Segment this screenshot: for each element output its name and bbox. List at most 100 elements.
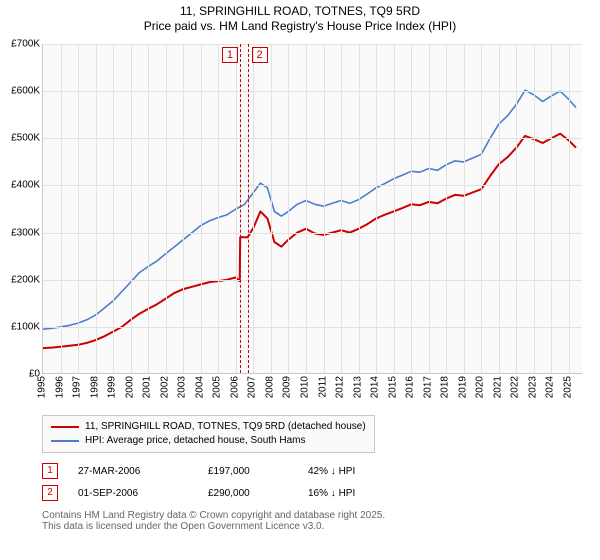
xtick-label: 2006 [229,376,240,398]
annotation-pct-1: 42% ↓ HPI [308,466,378,477]
xtick-label: 2019 [457,376,468,398]
credit-line-2: This data is licensed under the Open Gov… [42,521,385,532]
annotation-pct-2: 16% ↓ HPI [308,488,378,499]
grid-v [183,44,184,373]
grid-v [61,44,62,373]
grid-h [43,185,582,186]
annotation-date-1: 27-MAR-2006 [78,466,188,477]
legend: 11, SPRINGHILL ROAD, TOTNES, TQ9 5RD (de… [42,415,375,453]
xtick-label: 2012 [335,376,346,398]
grid-v [288,44,289,373]
grid-v [394,44,395,373]
grid-v [166,44,167,373]
grid-v [78,44,79,373]
grid-v [569,44,570,373]
annotation-table: 1 27-MAR-2006 £197,000 42% ↓ HPI 2 01-SE… [42,460,378,504]
legend-label-2: HPI: Average price, detached house, Sout… [85,434,306,448]
xtick-label: 2018 [440,376,451,398]
title-block: 11, SPRINGHILL ROAD, TOTNES, TQ9 5RD Pri… [0,0,600,34]
xtick-label: 2021 [492,376,503,398]
ytick-label: £700K [0,39,40,50]
xtick-label: 2005 [212,376,223,398]
grid-v [253,44,254,373]
annotation-vline [248,44,249,373]
legend-swatch-2 [51,440,79,442]
grid-v [551,44,552,373]
title-line-1: 11, SPRINGHILL ROAD, TOTNES, TQ9 5RD [0,4,600,19]
ytick-label: £100K [0,321,40,332]
annotation-date-2: 01-SEP-2006 [78,488,188,499]
grid-v [218,44,219,373]
xtick-label: 2011 [317,376,328,398]
grid-v [341,44,342,373]
annotation-marker-1: 1 [42,463,58,479]
series-line [43,90,576,329]
annotation-box: 2 [252,47,268,63]
grid-v [306,44,307,373]
grid-v [411,44,412,373]
ytick-label: £0 [0,369,40,380]
ytick-label: £200K [0,274,40,285]
credit-line-1: Contains HM Land Registry data © Crown c… [42,510,385,521]
grid-v [376,44,377,373]
annotation-box: 1 [222,47,238,63]
xtick-label: 2024 [545,376,556,398]
annotation-vline [240,44,241,373]
grid-v [113,44,114,373]
xtick-label: 2009 [282,376,293,398]
series-line [43,134,576,349]
grid-v [464,44,465,373]
xtick-label: 2025 [562,376,573,398]
xtick-label: 2015 [387,376,398,398]
xtick-label: 2002 [159,376,170,398]
grid-v [446,44,447,373]
xtick-label: 2017 [422,376,433,398]
ytick-label: £300K [0,227,40,238]
grid-v [516,44,517,373]
grid-v [324,44,325,373]
legend-swatch-1 [51,426,79,428]
grid-v [271,44,272,373]
xtick-label: 1997 [72,376,83,398]
annotation-price-2: £290,000 [208,488,288,499]
annotation-row-2: 2 01-SEP-2006 £290,000 16% ↓ HPI [42,482,378,504]
legend-item-2: HPI: Average price, detached house, Sout… [51,434,366,448]
grid-v [359,44,360,373]
grid-h [43,138,582,139]
legend-item-1: 11, SPRINGHILL ROAD, TOTNES, TQ9 5RD (de… [51,420,366,434]
figure: 11, SPRINGHILL ROAD, TOTNES, TQ9 5RD Pri… [0,0,600,560]
xtick-label: 1995 [37,376,48,398]
xtick-label: 2020 [475,376,486,398]
legend-label-1: 11, SPRINGHILL ROAD, TOTNES, TQ9 5RD (de… [85,420,366,434]
title-line-2: Price paid vs. HM Land Registry's House … [0,19,600,34]
grid-h [43,44,582,45]
xtick-label: 2007 [247,376,258,398]
credits: Contains HM Land Registry data © Crown c… [42,510,385,532]
annotation-marker-2: 2 [42,485,58,501]
annotation-price-1: £197,000 [208,466,288,477]
xtick-label: 2014 [370,376,381,398]
grid-h [43,280,582,281]
xtick-label: 2023 [527,376,538,398]
xtick-label: 2013 [352,376,363,398]
xtick-label: 2022 [510,376,521,398]
xtick-label: 2004 [194,376,205,398]
ytick-label: £400K [0,180,40,191]
xtick-label: 2016 [405,376,416,398]
grid-v [429,44,430,373]
chart-plot-area: 12 [42,44,582,374]
xtick-label: 2003 [177,376,188,398]
grid-v [148,44,149,373]
xtick-label: 2001 [142,376,153,398]
xtick-label: 2000 [124,376,135,398]
grid-v [481,44,482,373]
grid-v [534,44,535,373]
annotation-row-1: 1 27-MAR-2006 £197,000 42% ↓ HPI [42,460,378,482]
ytick-label: £500K [0,133,40,144]
xtick-label: 1996 [54,376,65,398]
grid-v [131,44,132,373]
xtick-label: 2008 [264,376,275,398]
grid-v [236,44,237,373]
grid-v [201,44,202,373]
grid-h [43,233,582,234]
